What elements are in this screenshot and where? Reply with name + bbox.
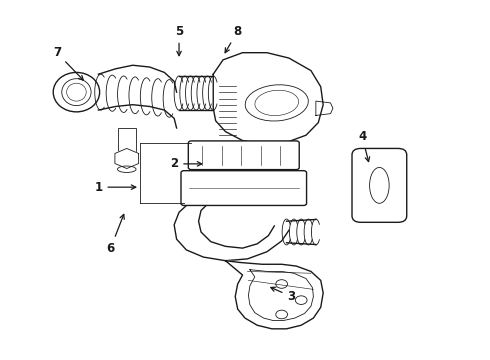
- Bar: [118, 128, 136, 153]
- FancyBboxPatch shape: [352, 148, 407, 222]
- Text: 6: 6: [106, 214, 124, 255]
- Text: 4: 4: [358, 130, 369, 162]
- Text: 2: 2: [170, 157, 202, 170]
- FancyBboxPatch shape: [188, 141, 299, 170]
- Text: 5: 5: [175, 25, 183, 56]
- FancyBboxPatch shape: [181, 171, 307, 206]
- Text: 1: 1: [95, 181, 136, 194]
- Polygon shape: [213, 53, 323, 144]
- Ellipse shape: [118, 166, 136, 172]
- Polygon shape: [316, 101, 333, 116]
- Text: 3: 3: [271, 287, 295, 303]
- Ellipse shape: [245, 85, 308, 121]
- Text: 7: 7: [53, 46, 83, 80]
- Polygon shape: [115, 148, 139, 168]
- Ellipse shape: [53, 72, 99, 112]
- Text: 8: 8: [225, 25, 242, 53]
- Polygon shape: [225, 261, 323, 329]
